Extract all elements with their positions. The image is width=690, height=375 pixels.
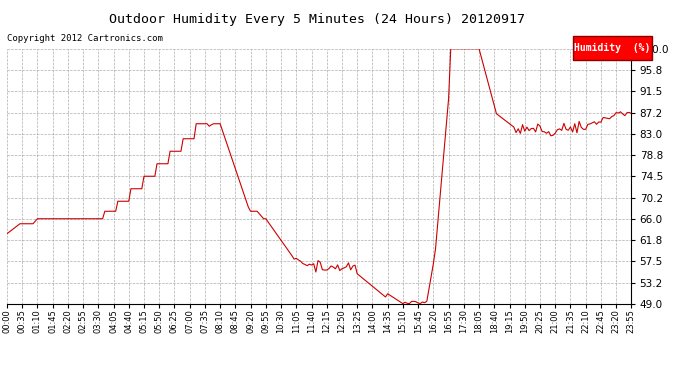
Text: Copyright 2012 Cartronics.com: Copyright 2012 Cartronics.com (7, 34, 163, 43)
Text: Humidity  (%): Humidity (%) (574, 43, 651, 53)
Text: Outdoor Humidity Every 5 Minutes (24 Hours) 20120917: Outdoor Humidity Every 5 Minutes (24 Hou… (110, 13, 525, 26)
